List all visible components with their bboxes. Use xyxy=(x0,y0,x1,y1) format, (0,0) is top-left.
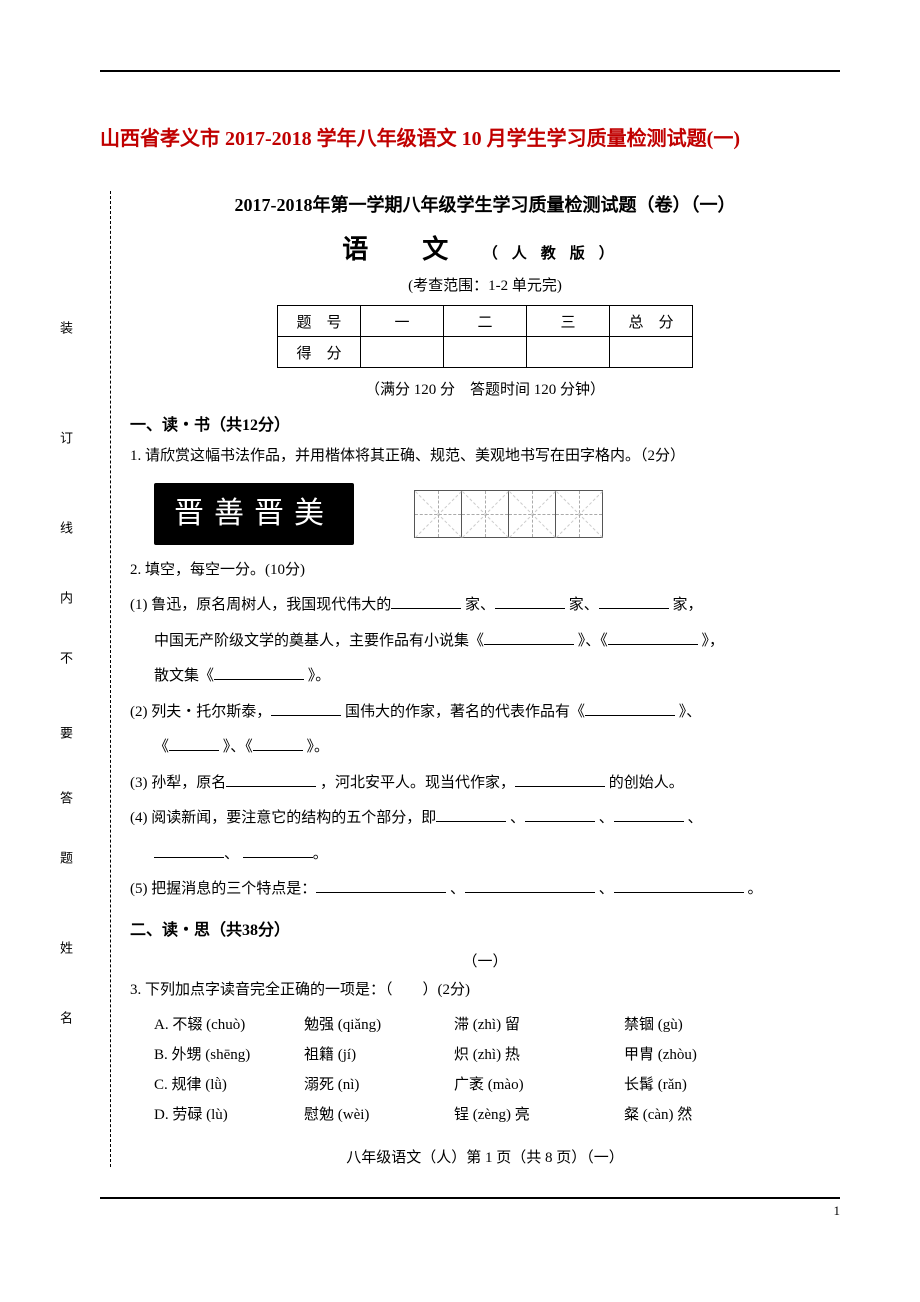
q2: 2. 填空，每空一分。(10分) xyxy=(130,555,840,587)
opt-A-4: 禁锢 (gù) xyxy=(624,1010,774,1040)
binding-char: 要 xyxy=(56,726,75,739)
th-num: 题 号 xyxy=(278,306,361,337)
opt-A-1: A. 不辍 (chuò) xyxy=(154,1010,304,1040)
q3-options: A. 不辍 (chuò) 勉强 (qiǎng) 滞 (zhì) 留 禁锢 (gù… xyxy=(130,1010,840,1130)
td-1[interactable] xyxy=(361,337,444,368)
q2-1b: 中国无产阶级文学的奠基人，主要作品有小说集《 》、《 》， xyxy=(130,626,840,658)
part-1: （一） xyxy=(130,950,840,971)
score-table: 题 号 一 二 三 总 分 得 分 xyxy=(277,305,693,368)
td-2[interactable] xyxy=(444,337,527,368)
binding-char: 内 xyxy=(56,591,75,604)
q2-2b: 《 》、《 》。 xyxy=(130,732,840,764)
subject: 语 文 （人教版） xyxy=(130,229,840,266)
opt-D-1: D. 劳碌 (lù) xyxy=(154,1100,304,1130)
binding-char: 名 xyxy=(56,1011,75,1024)
binding-char: 装 xyxy=(56,321,75,334)
opt-C-2: 溺死 (nì) xyxy=(304,1070,454,1100)
q2-2: (2) 列夫・托尔斯泰， 国伟大的作家，著名的代表作品有《 》、 xyxy=(130,697,840,729)
q2-4b: 、 。 xyxy=(130,839,840,871)
time-note: （满分 120 分 答题时间 120 分钟） xyxy=(130,378,840,399)
q2-5: (5) 把握消息的三个特点是： 、 、 。 xyxy=(130,874,840,906)
subject-text: 语 文 xyxy=(342,235,462,264)
binding-char: 题 xyxy=(56,851,75,864)
page-number: 1 xyxy=(834,1203,841,1219)
opt-D-3: 锃 (zèng) 亮 xyxy=(454,1100,624,1130)
q1: 1. 请欣赏这幅书法作品，并用楷体将其正确、规范、美观地书写在田字格内。（2分） xyxy=(130,441,840,473)
section-1-head: 一、读・书（共12分） xyxy=(130,411,840,435)
red-title: 山西省孝义市 2017-2018 学年八年级语文 10 月学生学习质量检测试题(… xyxy=(100,122,840,151)
q2-1: (1) 鲁迅，原名周树人，我国现代伟大的 家、 家、 家， xyxy=(130,590,840,622)
opt-A-3: 滞 (zhì) 留 xyxy=(454,1010,624,1040)
binding-char: 订 xyxy=(56,431,75,444)
th-3: 三 xyxy=(527,306,610,337)
opt-C-3: 广袤 (mào) xyxy=(454,1070,624,1100)
q2-3: (3) 孙犁，原名 ，河北安平人。现当代作家， 的创始人。 xyxy=(130,768,840,800)
opt-C-1: C. 规律 (lǜ) xyxy=(154,1070,304,1100)
opt-D-4: 粲 (càn) 然 xyxy=(624,1100,774,1130)
opt-A-2: 勉强 (qiǎng) xyxy=(304,1010,454,1040)
opt-B-3: 炽 (zhì) 热 xyxy=(454,1040,624,1070)
td-total[interactable] xyxy=(610,337,693,368)
binding-char: 答 xyxy=(56,791,75,804)
q2-1c: 散文集《 》。 xyxy=(130,661,840,693)
opt-B-4: 甲胄 (zhòu) xyxy=(624,1040,774,1070)
calligraphy-sample: 晋善晋美 xyxy=(154,483,354,545)
th-2: 二 xyxy=(444,306,527,337)
opt-B-2: 祖籍 (jí) xyxy=(304,1040,454,1070)
q2-4: (4) 阅读新闻，要注意它的结构的五个部分，即 、 、 、 xyxy=(130,803,840,835)
td-3[interactable] xyxy=(527,337,610,368)
binding-char: 线 xyxy=(56,521,75,534)
opt-D-2: 慰勉 (wèi) xyxy=(304,1100,454,1130)
opt-B-1: B. 外甥 (shēng) xyxy=(154,1040,304,1070)
opt-C-4: 长髯 (rǎn) xyxy=(624,1070,774,1100)
th-total: 总 分 xyxy=(610,306,693,337)
subject-note: （人教版） xyxy=(483,246,628,262)
section-2-head: 二、读・思（共38分） xyxy=(130,916,840,940)
q3: 3. 下列加点字读音完全正确的一项是：（ ）(2分) xyxy=(130,975,840,1007)
binding-char: 不 xyxy=(56,651,75,664)
binding-margin xyxy=(70,191,111,1167)
td-score: 得 分 xyxy=(278,337,361,368)
scope: (考查范围：1-2 单元完) xyxy=(130,274,840,295)
th-1: 一 xyxy=(361,306,444,337)
page-footer: 八年级语文（人）第 1 页（共 8 页）（一） xyxy=(130,1146,840,1167)
exam-title: 2017-2018年第一学期八年级学生学习质量检测试题（卷）（一） xyxy=(130,191,840,217)
tian-grid[interactable] xyxy=(414,490,603,538)
binding-char: 姓 xyxy=(56,941,75,954)
